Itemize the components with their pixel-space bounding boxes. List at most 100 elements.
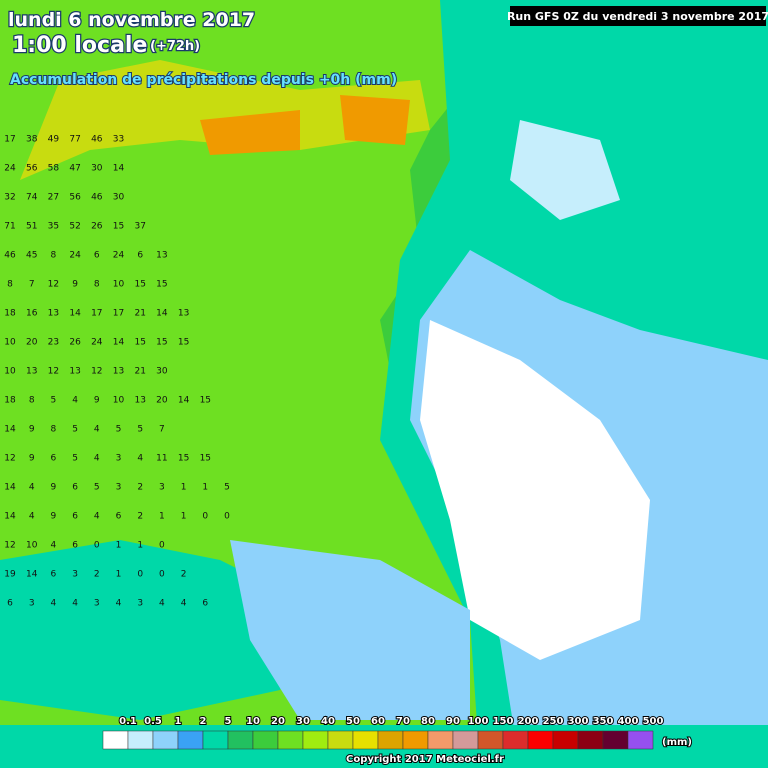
grid-value: 13 xyxy=(48,309,59,319)
grid-value: 4 xyxy=(94,454,100,464)
subtitle: Accumulation de précipitations depuis +0… xyxy=(10,72,397,88)
grid-value: 15 xyxy=(156,280,167,290)
grid-value: 1 xyxy=(116,541,122,551)
grid-value: 6 xyxy=(72,483,78,493)
grid-value: 15 xyxy=(200,454,211,464)
grid-value: 15 xyxy=(134,280,145,290)
grid-value: 8 xyxy=(7,280,13,290)
grid-value: 6 xyxy=(137,251,143,261)
grid-value: 3 xyxy=(116,483,122,493)
grid-value: 37 xyxy=(134,222,145,232)
legend-swatch xyxy=(302,730,329,750)
grid-value: 24 xyxy=(69,251,81,261)
legend-level: 2 xyxy=(200,716,207,727)
grid-value: 9 xyxy=(72,280,78,290)
grid-value: 12 xyxy=(48,280,59,290)
grid-value: 24 xyxy=(4,164,16,174)
grid-value: 5 xyxy=(116,425,122,435)
grid-value: 1 xyxy=(202,483,208,493)
legend-swatch xyxy=(227,730,254,750)
grid-value: 3 xyxy=(94,599,100,609)
grid-value: 0 xyxy=(224,512,230,522)
grid-value: 5 xyxy=(72,454,78,464)
legend-swatch xyxy=(452,730,479,750)
legend-level: 5 xyxy=(225,716,232,727)
grid-value: 15 xyxy=(156,338,167,348)
grid-value: 1 xyxy=(181,483,187,493)
grid-value: 1 xyxy=(116,570,122,580)
grid-value: 15 xyxy=(134,338,145,348)
grid-value: 6 xyxy=(51,454,57,464)
grid-value: 24 xyxy=(91,338,103,348)
grid-value: 17 xyxy=(91,309,102,319)
grid-value: 14 xyxy=(4,425,16,435)
legend-swatch xyxy=(502,730,529,750)
grid-value: 56 xyxy=(69,193,81,203)
legend-swatch xyxy=(202,730,229,750)
grid-value: 2 xyxy=(137,483,143,493)
grid-value: 6 xyxy=(202,599,208,609)
legend-swatch xyxy=(427,730,454,750)
grid-value: 4 xyxy=(159,599,165,609)
grid-value: 8 xyxy=(51,251,57,261)
grid-value: 3 xyxy=(29,599,35,609)
grid-value: 15 xyxy=(178,454,189,464)
legend-level: 50 xyxy=(346,716,360,727)
grid-value: 21 xyxy=(134,367,145,377)
legend-level: 10 xyxy=(246,716,260,727)
legend-swatch xyxy=(177,730,204,750)
grid-value: 12 xyxy=(4,454,15,464)
grid-value: 32 xyxy=(4,193,15,203)
legend-swatch xyxy=(552,730,579,750)
grid-value: 46 xyxy=(91,135,103,145)
grid-value: 12 xyxy=(91,367,102,377)
region-teal xyxy=(0,540,300,720)
legend-swatch xyxy=(277,730,304,750)
grid-value: 20 xyxy=(26,338,38,348)
grid-value: 9 xyxy=(51,512,57,522)
grid-value: 71 xyxy=(4,222,15,232)
grid-value: 1 xyxy=(159,512,165,522)
grid-value: 7 xyxy=(159,425,165,435)
grid-value: 14 xyxy=(113,164,125,174)
lead-time: (+72h) xyxy=(150,39,200,54)
grid-value: 14 xyxy=(4,483,16,493)
grid-value: 0 xyxy=(159,570,165,580)
grid-value: 5 xyxy=(137,425,143,435)
grid-value: 30 xyxy=(91,164,103,174)
legend-level: 500 xyxy=(643,716,664,727)
grid-value: 30 xyxy=(156,367,168,377)
grid-value: 4 xyxy=(72,396,78,406)
legend-swatch xyxy=(602,730,629,750)
grid-value: 12 xyxy=(48,367,59,377)
legend-swatch xyxy=(402,730,429,750)
grid-value: 10 xyxy=(113,280,125,290)
grid-value: 47 xyxy=(69,164,80,174)
grid-value: 14 xyxy=(178,396,190,406)
grid-value: 4 xyxy=(51,541,57,551)
grid-value: 2 xyxy=(137,512,143,522)
grid-value: 8 xyxy=(94,280,100,290)
grid-value: 5 xyxy=(72,425,78,435)
legend-level: 350 xyxy=(593,716,614,727)
grid-value: 15 xyxy=(200,396,211,406)
grid-value: 12 xyxy=(4,541,15,551)
grid-value: 3 xyxy=(72,570,78,580)
grid-value: 58 xyxy=(48,164,60,174)
grid-value: 9 xyxy=(51,483,57,493)
time: 1:00 locale xyxy=(12,33,147,58)
grid-value: 27 xyxy=(48,193,59,203)
legend-swatch xyxy=(102,730,129,750)
grid-value: 6 xyxy=(51,570,57,580)
grid-value: 16 xyxy=(26,309,38,319)
grid-value: 56 xyxy=(26,164,38,174)
legend-swatch xyxy=(377,730,404,750)
grid-value: 17 xyxy=(4,135,15,145)
grid-value: 4 xyxy=(94,512,100,522)
grid-value: 4 xyxy=(94,425,100,435)
grid-value: 4 xyxy=(137,454,143,464)
legend-level: 200 xyxy=(518,716,539,727)
legend-level: 30 xyxy=(296,716,310,727)
grid-value: 0 xyxy=(202,512,208,522)
legend-level: 70 xyxy=(396,716,410,727)
